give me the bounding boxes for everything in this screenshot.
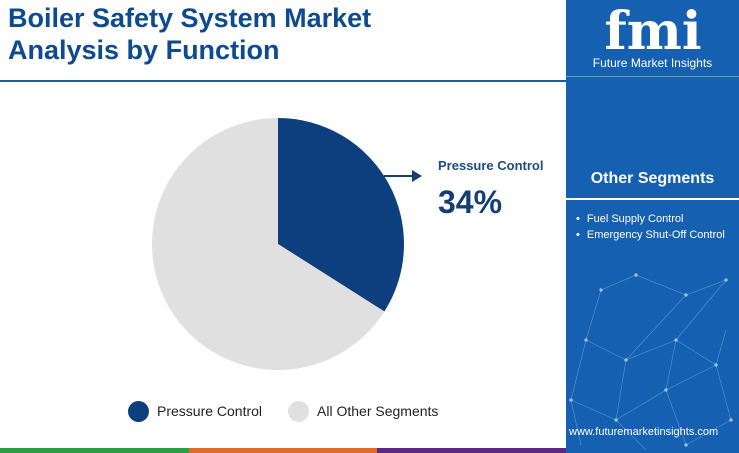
legend-swatch-pressure-control — [128, 400, 149, 422]
callout-value: 34% — [438, 184, 503, 220]
logo-mark-text: fmi — [604, 2, 701, 54]
legend-item-pressure-control: Pressure Control — [128, 400, 263, 422]
arrow-head-icon — [412, 170, 422, 182]
legend-label: Pressure Control — [157, 403, 263, 419]
fmi-logo-icon: fmi — [604, 2, 701, 54]
other-segments-list: Fuel Supply Control Emergency Shut-Off C… — [576, 211, 725, 243]
logo-text: Future Market Insights — [592, 56, 713, 70]
bottom-bar-segment-purple — [377, 448, 567, 453]
other-segments-divider — [566, 198, 739, 200]
legend-label: All Other Segments — [317, 403, 439, 419]
pie-chart — [152, 118, 422, 370]
chart-legend: Pressure Control All Other Segments — [128, 400, 464, 422]
other-segments-title: Other Segments — [590, 170, 715, 187]
logo-divider — [566, 76, 739, 77]
page-title: Boiler Safety System Market Analysis by … — [8, 2, 528, 66]
list-item: Fuel Supply Control — [576, 211, 725, 227]
callout-label: Pressure Control — [438, 158, 544, 173]
bottom-color-bar — [0, 448, 567, 453]
bottom-bar-segment-orange — [188, 448, 378, 453]
pie-slice-pressure-control — [278, 118, 404, 312]
list-item: Emergency Shut-Off Control — [576, 227, 725, 243]
legend-swatch-other-segments — [288, 400, 310, 422]
pie-slice-all-other-segments — [152, 118, 385, 370]
network-graphic — [569, 273, 733, 451]
legend-item-other-segments: All Other Segments — [288, 400, 439, 422]
website-link[interactable]: www.futuremarketinsights.com — [569, 426, 719, 438]
sidebar-panel: fmi Future Market Insights Other Segment… — [566, 0, 739, 453]
title-line-1: Boiler Safety System Market — [8, 3, 372, 33]
bottom-bar-segment-green — [0, 448, 189, 453]
title-line-2: Analysis by Function — [8, 35, 280, 65]
title-divider — [0, 80, 566, 82]
